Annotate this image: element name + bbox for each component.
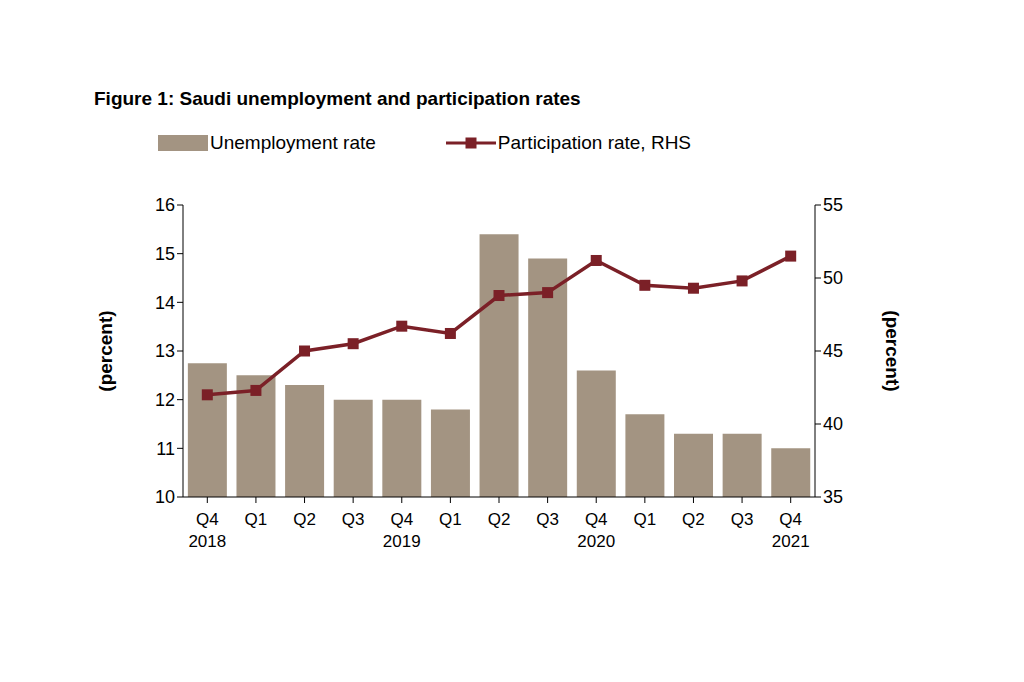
- svg-text:45: 45: [823, 341, 843, 361]
- svg-text:Q42020: Q42020: [577, 510, 615, 551]
- svg-text:Q3: Q3: [536, 510, 559, 529]
- svg-text:(percent): (percent): [882, 310, 903, 391]
- svg-text:35: 35: [823, 487, 843, 507]
- svg-text:Q1: Q1: [245, 510, 268, 529]
- svg-text:Q42019: Q42019: [383, 510, 421, 551]
- svg-text:50: 50: [823, 268, 843, 288]
- svg-text:13: 13: [155, 341, 175, 361]
- html-text:Figure 1: Saudi unemployment a: Figure 1: Saudi unemployment and partici…: [94, 88, 581, 109]
- svg-text:Q2: Q2: [488, 510, 511, 529]
- svg-text:14: 14: [155, 293, 175, 313]
- svg-text:(percent): (percent): [95, 310, 116, 391]
- svg-text:Q1: Q1: [439, 510, 462, 529]
- svg-text:55: 55: [823, 195, 843, 215]
- svg-text:Q3: Q3: [342, 510, 365, 529]
- svg-text:11: 11: [156, 439, 175, 459]
- svg-text:Q3: Q3: [731, 510, 754, 529]
- svg-text:40: 40: [823, 414, 843, 434]
- svg-text:Q2: Q2: [293, 510, 316, 529]
- html-text:Participation rate, RHS: Participation rate, RHS: [497, 132, 691, 153]
- svg-text:Q42018: Q42018: [188, 510, 226, 551]
- svg-text:Q2: Q2: [682, 510, 705, 529]
- svg-text:16: 16: [155, 195, 175, 215]
- svg-text:Q42021: Q42021: [772, 510, 810, 551]
- svg-text:10: 10: [155, 487, 175, 507]
- svg-text:Q1: Q1: [634, 510, 657, 529]
- svg-text:12: 12: [155, 390, 175, 410]
- svg-text:15: 15: [155, 244, 175, 264]
- html-text:Unemployment rate: Unemployment rate: [210, 132, 376, 153]
